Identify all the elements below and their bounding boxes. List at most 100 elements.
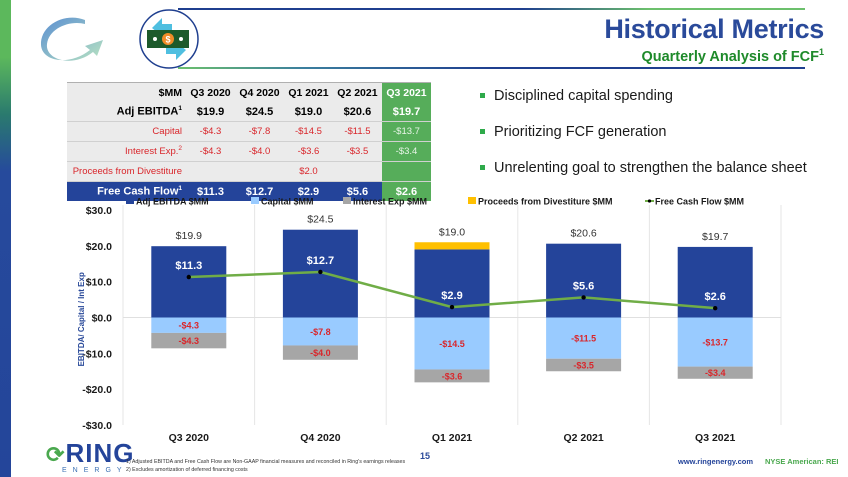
- table-cell: [234, 161, 284, 182]
- table-row-capital: Capital -$4.3 -$7.8 -$14.5 -$11.5 -$13.7: [67, 121, 431, 142]
- fcf-point-marker: [318, 269, 323, 275]
- data-label-interest: -$3.6: [442, 371, 463, 381]
- table-cell: $5.6: [332, 181, 382, 201]
- legend-label: Proceeds from Divestiture $MM: [478, 197, 613, 207]
- data-label-fcf: $12.7: [307, 255, 335, 267]
- table-header-row: $MM Q3 2020 Q4 2020 Q1 2021 Q2 2021 Q3 2…: [67, 82, 431, 102]
- table-row-interest: Interest Exp.2 -$4.3 -$4.0 -$3.6 -$3.5 -…: [67, 141, 431, 162]
- table-cell: $2.6: [381, 181, 431, 201]
- data-label-interest: -$3.5: [573, 360, 594, 370]
- data-label-adj-ebitda: $24.5: [307, 214, 333, 226]
- fcf-point-marker: [581, 295, 586, 300]
- slide-subtitle: Quarterly Analysis of FCF1: [641, 47, 824, 65]
- data-label-capital: -$14.5: [439, 339, 465, 349]
- y-axis-label: EBITDA/ Capital / Int Exp: [77, 272, 86, 366]
- data-label-adj-ebitda: $20.6: [570, 228, 596, 240]
- legend-swatch-marker: [647, 199, 652, 203]
- key-points-list: Disciplined capital spending Prioritizin…: [478, 86, 807, 194]
- table-cell: -$11.5: [332, 121, 382, 142]
- data-label-adj-ebitda: $19.9: [176, 230, 202, 242]
- column-header: Q2 2021: [332, 82, 382, 102]
- ring-energy-logo: ⟳RING ENERGY: [46, 438, 135, 474]
- bar-capital: [546, 317, 622, 359]
- bar-interest-exp: [546, 358, 622, 372]
- table-cell: $24.5: [234, 102, 284, 122]
- y-tick-label: $0.0: [92, 313, 113, 325]
- bar-adj-ebitda: [546, 243, 622, 318]
- left-accent-bar: [0, 0, 11, 477]
- table-cell: $2.9: [283, 181, 333, 201]
- table-cell: $20.6: [332, 102, 382, 122]
- column-header: $MM: [67, 82, 186, 102]
- bar-interest-exp: [282, 345, 358, 360]
- table-cell: $19.0: [283, 102, 333, 122]
- data-label-capital: -$4.3: [179, 321, 200, 331]
- cash-cycle-icon: $: [139, 9, 199, 69]
- table-cell: $19.9: [186, 102, 235, 122]
- data-label-capital: -$11.5: [571, 334, 596, 344]
- table-cell: -$3.4: [381, 141, 431, 162]
- bar-capital: [151, 317, 227, 333]
- table-cell: $11.3: [186, 181, 235, 201]
- column-header: Q4 2020: [234, 82, 284, 102]
- svg-text:$: $: [165, 35, 170, 45]
- x-tick-label: Q2 2021: [563, 432, 603, 444]
- brand-subtext: ENERGY: [62, 467, 128, 474]
- data-label-capital: -$7.8: [310, 327, 331, 337]
- row-label: Adj EBITDA1: [67, 102, 186, 122]
- bullet-item: Unrelenting goal to strengthen the balan…: [478, 158, 807, 194]
- legend-label: Interest Exp $MM: [353, 197, 427, 207]
- fcf-point-marker: [449, 304, 455, 310]
- data-label-interest: -$4.0: [310, 348, 331, 358]
- table-cell: -$14.5: [283, 121, 333, 142]
- table-cell: [186, 161, 235, 182]
- bar-capital: [414, 317, 490, 370]
- data-label-interest: -$4.3: [179, 336, 200, 346]
- table-row-free-cash-flow: Free Cash Flow1 $11.3 $12.7 $2.9 $5.6 $2…: [67, 181, 431, 201]
- table-cell: $12.7: [234, 181, 284, 201]
- fcf-stacked-bar-chart: $30.0 $20.0 $10.0 $0.0 -$10.0 -$20.0 -$30.0 EBI…: [77, 197, 782, 444]
- legend-swatch: [468, 197, 476, 204]
- data-label-fcf: $11.3: [175, 260, 202, 272]
- row-label: Interest Exp.2: [67, 141, 186, 162]
- data-label-capital: -$13.7: [702, 338, 728, 348]
- bullet-item: Disciplined capital spending: [478, 86, 807, 122]
- bullet-item: Prioritizing FCF generation: [478, 122, 807, 158]
- y-tick-label: -$10.0: [82, 348, 112, 360]
- legend-label: Capital $MM: [261, 197, 314, 207]
- column-header: Q1 2021: [283, 82, 333, 102]
- column-header-highlighted: Q3 2021: [381, 82, 431, 102]
- legend-label: Free Cash Flow $MM: [655, 197, 744, 207]
- table-cell: [381, 161, 431, 182]
- table-cell: $2.0: [283, 161, 333, 182]
- table-cell: -$13.7: [381, 121, 431, 142]
- bar-capital: [677, 317, 753, 367]
- fcf-summary-table: $MM Q3 2020 Q4 2020 Q1 2021 Q2 2021 Q3 2…: [67, 82, 431, 201]
- footnote: 1) Adjusted EBITDA and Free Cash Flow ar…: [126, 459, 406, 465]
- data-label-fcf: $5.6: [573, 280, 594, 292]
- column-header: Q3 2020: [186, 82, 235, 102]
- table-row-divestiture: Proceeds from Divestiture $2.0: [67, 161, 431, 182]
- brand-wordmark: ⟳RING: [46, 438, 135, 468]
- bar-capital: [282, 317, 358, 346]
- slide-title-block: Historical Metrics Quarterly Analysis of…: [604, 14, 824, 66]
- x-tick-label: Q4 2020: [300, 432, 340, 444]
- y-tick-label: $30.0: [86, 205, 112, 217]
- y-tick-label: $10.0: [86, 277, 112, 289]
- legend-swatch: [126, 197, 134, 204]
- website-link[interactable]: www.ringenergy.com: [678, 457, 754, 466]
- bullet-square-icon: [480, 129, 485, 134]
- bar-interest-exp: [151, 332, 227, 349]
- legend-label: Adj EBITDA $MM: [136, 197, 209, 207]
- legend-swatch: [251, 197, 259, 204]
- fcf-point-marker: [186, 274, 191, 280]
- legend-swatch: [343, 197, 351, 204]
- fcf-point-marker: [713, 305, 718, 311]
- page-number: 15: [420, 451, 431, 461]
- x-tick-label: Q3 2020: [169, 432, 209, 444]
- row-label: Free Cash Flow1: [67, 181, 186, 201]
- data-label-fcf: $2.6: [704, 291, 725, 303]
- bar-proceeds-divestiture: [414, 242, 490, 250]
- table-cell: -$7.8: [234, 121, 284, 142]
- y-tick-label: -$20.0: [82, 384, 112, 396]
